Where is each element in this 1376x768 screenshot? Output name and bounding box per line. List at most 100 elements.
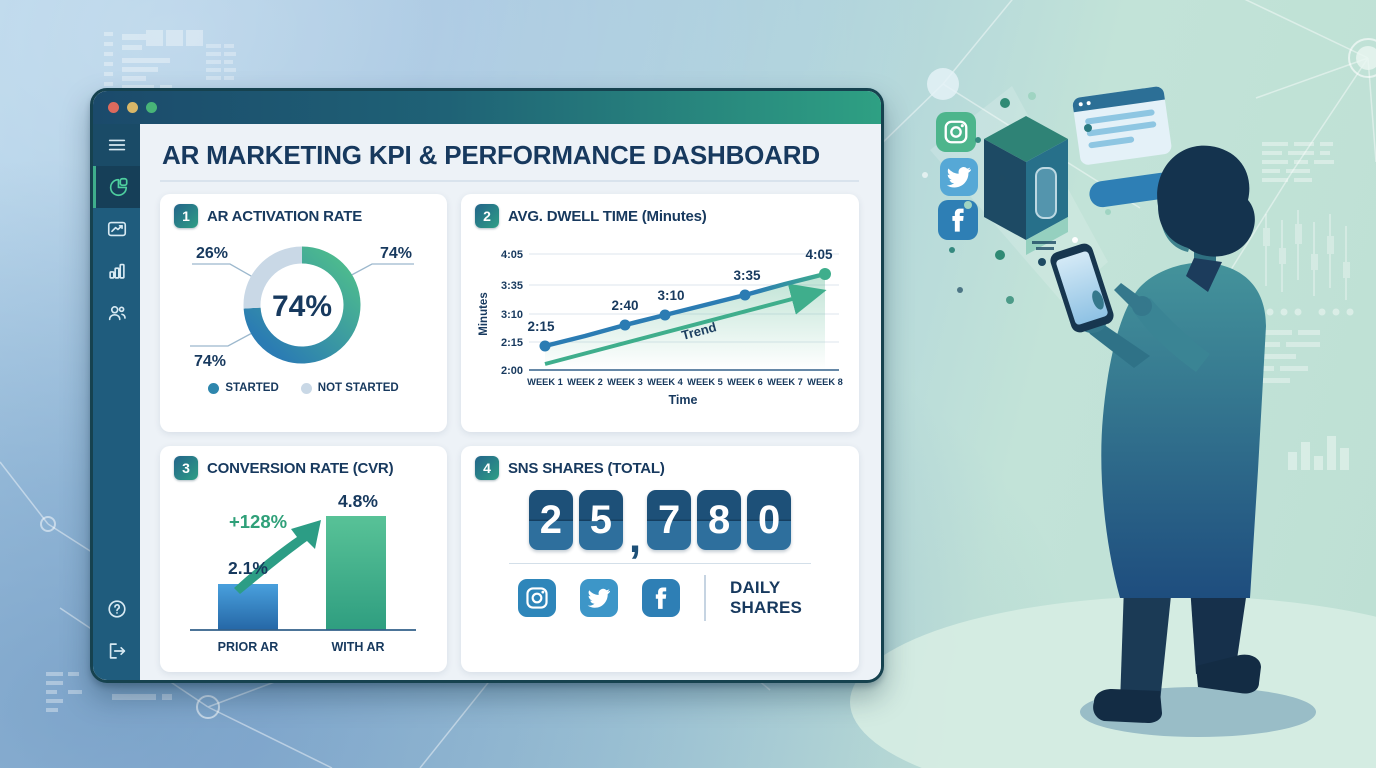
svg-text:2:00: 2:00 [501,365,523,377]
svg-text:4:05: 4:05 [805,247,833,262]
floating-twitter-icon [940,158,978,196]
sns-divider [509,563,811,564]
card3-badge: 3 [174,456,198,480]
card-ar-activation-rate: 1 AR ACTIVATION RATE [160,194,447,432]
series-dots [539,268,831,352]
card-sns-shares: 4 SNS SHARES (TOTAL) 2 5 , 7 8 0 [461,446,859,672]
browser-card [1072,86,1175,208]
counter-digit: 7 [647,490,692,550]
svg-text:4:05: 4:05 [501,249,523,261]
x-tick-labels: WEEK 1 WEEK 2 WEEK 3 WEEK 4 WEEK 5 WEEK … [527,377,843,387]
daily-caption-line1: DAILY [729,578,781,598]
share-counter: 2 5 , 7 8 0 [475,488,845,560]
daily-shares-caption: DAILY SHARES [730,578,802,617]
kpi-grid: 1 AR ACTIVATION RATE [160,194,859,672]
sidebar-item-audience[interactable] [93,292,140,334]
y-axis-title: Minutes [478,292,490,335]
ghost-analytics-right [1262,142,1334,182]
dwell-series-line [542,271,828,349]
logout-icon [109,643,125,659]
phone [1050,243,1114,333]
dwell-time-line-chart: 2:15 2:40 3:10 3:35 4:05 Trend 4:05 3:35 [478,247,843,407]
svg-text:2:15: 2:15 [501,337,523,349]
delta-label: +128% [229,511,287,532]
window-titlebar [93,91,881,124]
sidebar-item-bar-chart[interactable] [93,250,140,292]
svg-text:3:10: 3:10 [657,288,684,303]
card1-title: AR ACTIVATION RATE [207,207,362,225]
counter-digit: 8 [697,490,742,550]
x-axis-title: Time [669,393,698,407]
sidebar-item-logout[interactable] [93,630,140,672]
svg-text:3:35: 3:35 [733,268,761,283]
social-platforms-row: DAILY SHARES [475,575,845,621]
growth-arrow [234,520,321,594]
counter-digit: 2 [528,490,573,550]
svg-text:2:40: 2:40 [611,298,638,313]
donut-started-arc [243,246,361,364]
daily-caption-line2: SHARES [729,598,803,617]
svg-text:WEEK 4: WEEK 4 [647,377,683,387]
sidebar-item-line-chart[interactable] [93,208,140,250]
caption-divider [703,575,706,621]
instagram-icon[interactable] [517,579,556,617]
floating-facebook-icon [938,200,978,240]
bar2-value: 4.8% [338,491,378,511]
facebook-icon[interactable] [641,579,680,617]
card4-badge: 4 [475,456,499,480]
wireframe-topleft-2 [206,44,236,80]
counter-digit: 0 [747,490,792,550]
floating-instagram-icon [936,112,976,152]
ghost-dots-right [1266,308,1354,316]
page-title: AR MARKETING KPI & PERFORMANCE DASHBOARD [160,134,859,182]
sidebar-item-pie-chart[interactable] [93,166,140,208]
counter-comma: , [628,513,642,562]
legend-label-started: STARTED [225,382,279,394]
legend-label-notstarted: NOT STARTED [317,382,399,394]
menu-icon [108,139,125,151]
ghost-text-right [1256,330,1320,383]
svg-text:WEEK 8: WEEK 8 [807,377,843,387]
card3-title: CONVERSION RATE (CVR) [207,459,394,477]
dashboard-main: AR MARKETING KPI & PERFORMANCE DASHBOARD… [140,124,881,680]
bar-prior-ar [218,584,278,630]
donut-label-26: 26% [196,245,228,262]
activation-donut-chart: 26% 74% 74% 74% [190,245,414,370]
svg-text:WEEK 5: WEEK 5 [687,377,723,387]
help-icon [107,600,126,618]
close-button[interactable] [108,102,119,113]
svg-text:WEEK 1: WEEK 1 [527,377,563,387]
ghost-candles-right [1263,210,1350,300]
svg-text:3:10: 3:10 [501,309,523,321]
users-icon [108,306,126,321]
point-labels: 2:15 2:40 3:10 3:35 4:05 [527,247,833,334]
sidebar-spacer [93,334,140,588]
card2-badge: 2 [475,204,499,228]
bar1-value: 2.1% [228,558,268,578]
zoom-button[interactable] [146,102,157,113]
card1-badge: 1 [174,204,198,228]
y-tick-labels: 4:05 3:35 3:10 2:15 2:00 [501,249,523,377]
svg-text:2:15: 2:15 [527,319,555,334]
twitter-icon[interactable] [579,579,618,617]
sidebar [93,124,140,680]
card4-title: SNS SHARES (TOTAL) [508,459,665,477]
ghost-bars-right [1288,436,1349,470]
bar2-label: WITH AR [332,640,385,654]
donut-center-value: 74% [272,290,332,323]
card2-title: AVG. DWELL TIME (Minutes) [508,207,707,225]
sidebar-item-help[interactable] [93,588,140,630]
minimize-button[interactable] [127,102,138,113]
svg-text:WEEK 2: WEEK 2 [567,377,603,387]
legend-dot-notstarted [300,382,312,394]
ar-cube [984,116,1068,255]
sidebar-item-menu[interactable] [93,124,140,166]
area-fill [545,274,825,370]
svg-text:WEEK 3: WEEK 3 [607,377,643,387]
scatter-dots [922,92,1111,304]
bar-with-ar [326,516,386,630]
card-conversion-rate: 3 CONVERSION RATE (CVR) [160,446,447,672]
donut-notstarted-arc [243,246,303,309]
pie-chart-icon [109,177,128,197]
illustration-man [1050,145,1266,723]
